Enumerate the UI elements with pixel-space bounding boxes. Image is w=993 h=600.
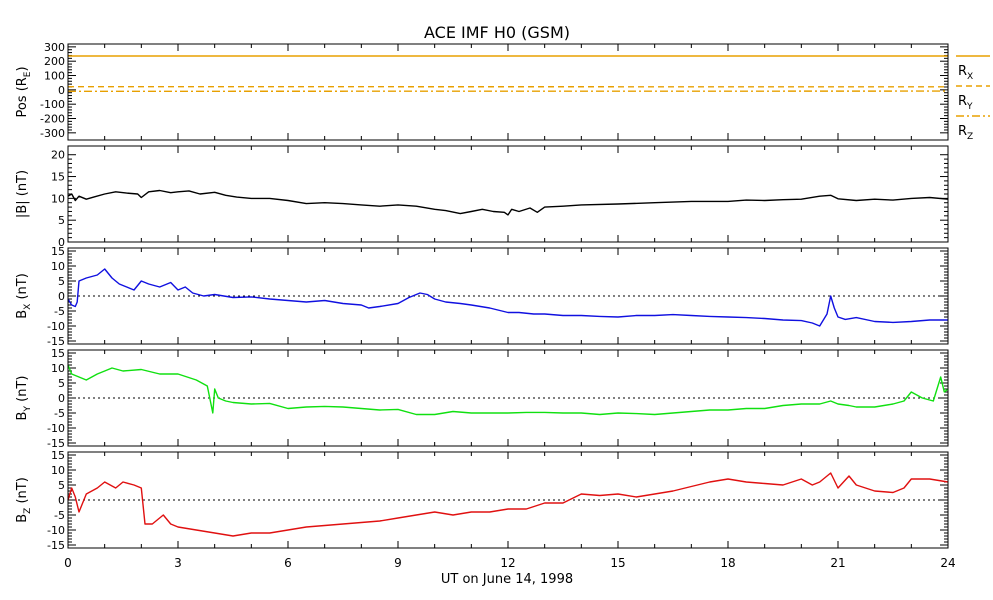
chart-title: ACE IMF H0 (GSM) [424, 23, 570, 42]
y-tick-label: -200 [40, 113, 65, 126]
panel-frame [67, 349, 949, 447]
y-tick-label: 5 [58, 275, 65, 288]
x-axis-label: UT on June 14, 1998 [441, 572, 573, 587]
y-tick-label: -15 [47, 335, 65, 348]
y-tick-label: 0 [58, 494, 65, 507]
y-axis-label: BY (nT) [15, 376, 33, 421]
y-tick-label: -5 [54, 305, 65, 318]
x-tick-label: 24 [940, 556, 955, 570]
legend-label-main: R [958, 64, 967, 79]
x-tick-label: 3 [174, 556, 182, 570]
y-axis-label-subscript: Z [23, 508, 33, 514]
y-tick-label: 10 [51, 464, 65, 477]
x-tick-label: 6 [284, 556, 292, 570]
x-tick-label: 15 [610, 556, 625, 570]
y-tick-label: -15 [47, 437, 65, 450]
panel-frame [67, 43, 949, 141]
y-axis-label-main: B [15, 310, 30, 319]
y-tick-label: 0 [58, 290, 65, 303]
y-axis-label: Pos (RE) [15, 66, 33, 117]
series-line-btotal-0 [67, 189, 949, 216]
panel-bx: 15 10 5 0 -5 -10 -15 BX (nT) [15, 245, 949, 348]
y-tick-label: 300 [44, 41, 65, 54]
y-tick-label: 10 [51, 260, 65, 273]
panel-btotal: 20 15 10 5 0 |B| (nT) [15, 145, 949, 249]
y-tick-label: -10 [47, 320, 65, 333]
panel-frame [67, 247, 949, 345]
legend-label-2: RZ [958, 124, 973, 142]
series-line-bx-0 [67, 268, 948, 327]
y-tick-label: 200 [44, 55, 65, 68]
y-tick-label: 10 [51, 192, 65, 205]
y-tick-label: 10 [51, 362, 65, 375]
y-tick-label: 5 [58, 214, 65, 227]
x-tick-label: 21 [830, 556, 845, 570]
legend-label-subscript: Z [967, 132, 973, 142]
y-tick-label: -5 [54, 407, 65, 420]
y-axis-label-main: Pos (R [15, 77, 30, 117]
x-tick-label: 12 [500, 556, 515, 570]
legend-label-0: RX [958, 64, 973, 82]
x-tick-label: 18 [720, 556, 735, 570]
y-axis-label-subscript: X [23, 304, 33, 310]
y-axis-label-tail: (nT) [15, 376, 30, 406]
y-tick-label: 0 [58, 236, 65, 249]
y-axis-label-subscript: Y [23, 406, 33, 413]
legend-label-subscript: Y [966, 102, 973, 112]
y-axis-label-tail: ) [15, 66, 30, 71]
panel-frame [67, 451, 949, 549]
legend-label-subscript: X [967, 72, 973, 82]
y-tick-label: 15 [51, 245, 65, 258]
x-tick-label: 0 [64, 556, 72, 570]
legend-label-main: R [958, 94, 967, 109]
y-axis-label-subscript: E [23, 71, 33, 77]
y-axis-label-tail: (nT) [15, 273, 30, 303]
x-axis: 0 3 6 9 12 15 18 21 24 [64, 556, 955, 570]
y-tick-label: 15 [51, 347, 65, 360]
y-tick-label: -15 [47, 539, 65, 552]
y-axis-label: BX (nT) [15, 273, 33, 319]
y-axis-label-main: B [15, 514, 30, 523]
legend-label-main: R [958, 124, 967, 139]
y-tick-label: 0 [58, 84, 65, 97]
panel-by: 15 10 5 0 -5 -10 -15 BY (nT) [15, 347, 949, 450]
y-tick-label: 15 [51, 171, 65, 184]
series-line-bz-0 [67, 472, 949, 537]
y-axis-label: BZ (nT) [15, 477, 33, 523]
y-tick-label: -10 [47, 524, 65, 537]
y-tick-label: 20 [51, 149, 65, 162]
y-tick-label: 5 [58, 479, 65, 492]
x-tick-label: 9 [394, 556, 402, 570]
y-tick-label: 15 [51, 449, 65, 462]
y-axis-label-tail: (nT) [15, 477, 30, 507]
y-tick-label: 5 [58, 377, 65, 390]
panel-frame [67, 145, 949, 243]
panel-bz: 15 10 5 0 -5 -10 -15 BZ (nT) [15, 449, 949, 552]
y-axis-label-main: B [15, 412, 30, 421]
y-tick-label: -10 [47, 422, 65, 435]
y-tick-label: 0 [58, 392, 65, 405]
legend-label-1: RY [958, 94, 973, 112]
y-tick-label: -300 [40, 127, 65, 140]
series-line-by-0 [67, 364, 949, 416]
y-axis-label: |B| (nT) [15, 170, 30, 218]
y-tick-label: -100 [40, 98, 65, 111]
y-tick-label: 100 [44, 70, 65, 83]
y-tick-label: -5 [54, 509, 65, 522]
